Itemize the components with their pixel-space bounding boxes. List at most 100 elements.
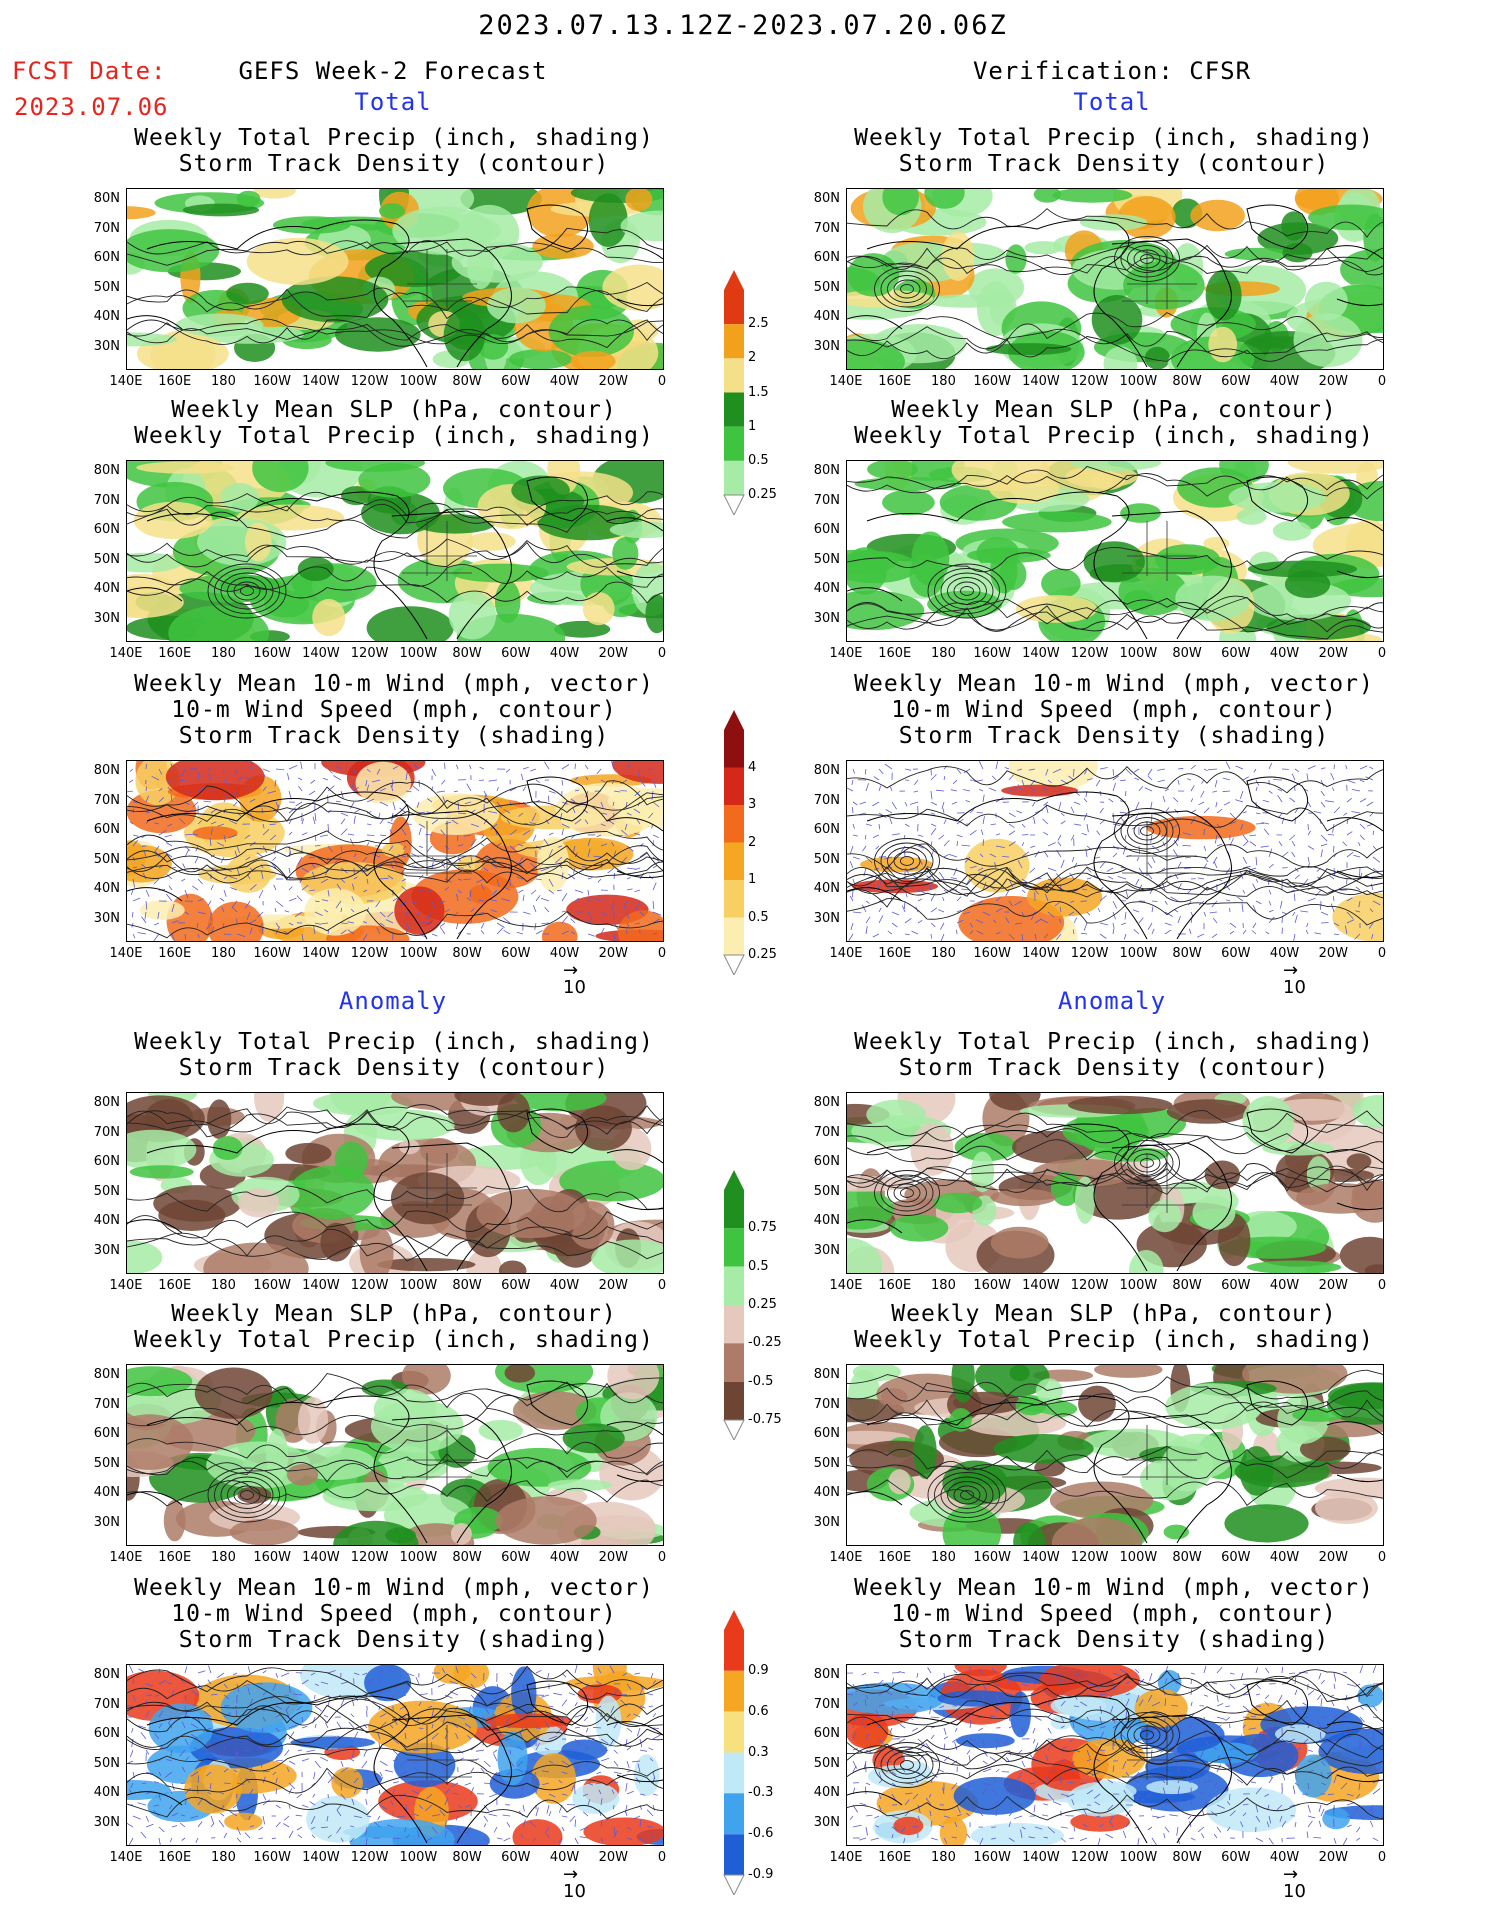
wind-vector [1320, 1808, 1325, 1817]
wind-vector [1356, 1793, 1361, 1799]
wind-vector [1203, 1727, 1208, 1737]
wind-vector [503, 929, 511, 935]
wind-vector [1288, 1672, 1296, 1674]
panel-title-line: Weekly Mean 10-m Wind (mph, vector) [854, 671, 1374, 697]
shading-cell [581, 1515, 655, 1533]
wind-vector [1255, 812, 1261, 815]
lon-tick-label: 140E [109, 946, 143, 961]
wind-vector [509, 787, 517, 792]
wind-vector [938, 909, 945, 913]
shading-cell [1314, 1477, 1383, 1499]
wind-vector [427, 1705, 433, 1709]
wind-vector [197, 1775, 200, 1784]
coastline-greenland [1246, 1380, 1309, 1426]
wind-vector [1112, 1738, 1115, 1746]
wind-vector [1133, 929, 1140, 935]
wind-vector [405, 1834, 410, 1839]
wind-vector [1047, 1826, 1055, 1834]
lat-tick-label: 50N [813, 551, 840, 567]
contour-line [127, 830, 663, 861]
wind-vector [404, 1826, 407, 1833]
wind-vector [548, 889, 554, 895]
wind-vector [503, 1724, 511, 1729]
wind-vector [535, 878, 542, 880]
wind-vector [400, 1760, 407, 1767]
wind-vector [365, 1837, 368, 1845]
wind-vector [470, 823, 480, 828]
wind-vector [350, 908, 355, 913]
wind-vector [236, 1752, 238, 1762]
shading-cell [144, 1099, 194, 1137]
wind-vector [1225, 1716, 1231, 1722]
wind-vector [1060, 1700, 1066, 1707]
wind-vector [412, 785, 420, 792]
wind-vector [426, 889, 433, 894]
lon-tick-label: 120W [350, 374, 389, 389]
wind-vector [314, 1723, 317, 1729]
wind-vector [542, 1770, 550, 1773]
lat-tick-label: 30N [93, 338, 120, 354]
lat-tick-label: 40N [93, 309, 120, 324]
wind-vector [1083, 812, 1088, 821]
wind-vector [1133, 768, 1140, 773]
wind-vector [301, 1758, 310, 1762]
wind-vector [917, 919, 923, 924]
wind-vector [1268, 889, 1272, 895]
wind-vector [232, 1804, 238, 1809]
wind-vector [522, 829, 531, 836]
panel-title-line: 10-m Wind Speed (mph, contour) [891, 1601, 1337, 1627]
wind-vector [179, 1677, 186, 1685]
wind-vector [532, 834, 537, 842]
map-panel-gefs-aslp [126, 1364, 664, 1546]
wind-vector [595, 1705, 602, 1710]
wind-vector [545, 1747, 550, 1751]
wind-vector [467, 1735, 472, 1740]
shading-layer [127, 461, 663, 641]
wind-vector [1095, 779, 1101, 787]
wind-vector [496, 1683, 500, 1691]
wind-vector [1276, 1804, 1283, 1811]
wind-vector [1073, 790, 1080, 796]
wind-vector [301, 1738, 308, 1743]
wind-vector [275, 1759, 284, 1762]
wind-vector [249, 1825, 255, 1828]
coastline-north-america-west [316, 791, 428, 940]
wind-vector [310, 1826, 316, 1830]
wind-vector [1112, 922, 1115, 929]
wind-vector [1060, 1793, 1070, 1797]
wind-vector [891, 911, 900, 916]
lon-tick-label: 80W [1172, 374, 1202, 389]
wind-vector [1147, 862, 1153, 869]
wind-vector [648, 1747, 654, 1751]
wind-vector [411, 853, 420, 858]
wind-vector [889, 886, 893, 891]
wind-vector [275, 1821, 281, 1828]
wind-vector [1225, 761, 1231, 770]
wind-vector [261, 927, 264, 935]
closed-contour [874, 1170, 940, 1216]
wind-vector [504, 1738, 511, 1741]
wind-vector [1047, 1701, 1050, 1707]
wind-vector [502, 917, 511, 924]
shading-cell [1166, 1099, 1250, 1124]
shading-cell [224, 1812, 263, 1831]
colorbar-label: 2.5 [748, 316, 769, 332]
shading-cell [366, 606, 454, 641]
wind-vector [245, 900, 251, 909]
wind-vector [969, 922, 974, 928]
wind-vector [158, 768, 163, 775]
shading-cell [212, 1136, 243, 1161]
lon-tick-label: 140W [302, 1850, 340, 1865]
wind-vector [969, 1738, 976, 1742]
wind-vector [350, 1837, 355, 1843]
wind-vector [626, 1727, 633, 1733]
wind-vector [496, 1837, 503, 1840]
wind-vector [587, 1767, 590, 1773]
wind-vector [533, 1771, 537, 1779]
wind-vector [1052, 768, 1062, 773]
lat-tick-label: 80N [93, 763, 120, 778]
wind-vector [483, 1815, 489, 1822]
wind-vector [1177, 1786, 1180, 1795]
wind-vector [340, 1681, 349, 1685]
wind-vector [930, 1716, 940, 1719]
